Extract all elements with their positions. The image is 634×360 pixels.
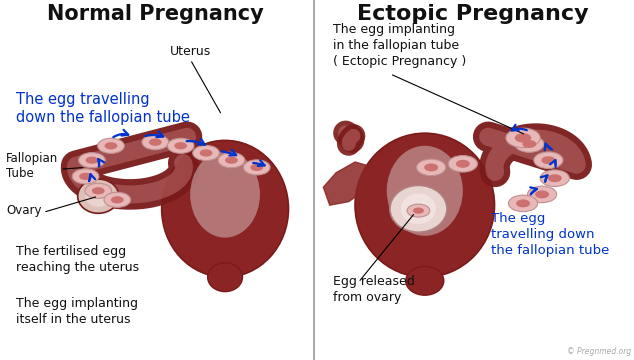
Circle shape bbox=[448, 156, 477, 172]
Circle shape bbox=[515, 136, 544, 152]
Polygon shape bbox=[323, 162, 380, 205]
Circle shape bbox=[250, 164, 263, 171]
Circle shape bbox=[515, 133, 531, 143]
Circle shape bbox=[79, 153, 105, 168]
Circle shape bbox=[516, 199, 530, 207]
Circle shape bbox=[142, 135, 169, 150]
Text: Fallopian
Tube: Fallopian Tube bbox=[6, 152, 58, 180]
Circle shape bbox=[424, 163, 438, 171]
Ellipse shape bbox=[86, 185, 111, 207]
Text: The egg
travelling down
the fallopian tube: The egg travelling down the fallopian tu… bbox=[491, 212, 610, 257]
Ellipse shape bbox=[77, 179, 119, 213]
Circle shape bbox=[508, 195, 538, 212]
Text: © Pregnmed.org: © Pregnmed.org bbox=[567, 347, 631, 356]
Circle shape bbox=[506, 128, 540, 148]
Circle shape bbox=[193, 145, 219, 161]
Circle shape bbox=[535, 190, 549, 198]
Circle shape bbox=[548, 174, 562, 182]
Circle shape bbox=[167, 138, 194, 153]
Circle shape bbox=[149, 139, 162, 146]
Text: The egg implanting
in the fallopian tube
( Ectopic Pregnancy ): The egg implanting in the fallopian tube… bbox=[333, 23, 466, 68]
Text: Ectopic Pregnancy: Ectopic Pregnancy bbox=[356, 4, 588, 24]
Circle shape bbox=[104, 192, 131, 207]
Circle shape bbox=[413, 207, 424, 214]
Text: The egg travelling
down the fallopian tube: The egg travelling down the fallopian tu… bbox=[16, 92, 190, 125]
Text: Uterus: Uterus bbox=[169, 45, 211, 58]
Circle shape bbox=[105, 142, 117, 149]
Circle shape bbox=[522, 140, 536, 148]
Ellipse shape bbox=[401, 194, 436, 224]
Ellipse shape bbox=[355, 133, 495, 277]
Circle shape bbox=[225, 157, 238, 164]
Circle shape bbox=[407, 204, 430, 217]
Ellipse shape bbox=[207, 263, 242, 292]
Circle shape bbox=[86, 157, 98, 164]
Circle shape bbox=[111, 196, 124, 203]
Circle shape bbox=[79, 173, 92, 180]
Ellipse shape bbox=[390, 185, 447, 232]
Text: The egg implanting
itself in the uterus: The egg implanting itself in the uterus bbox=[16, 297, 138, 326]
Circle shape bbox=[218, 153, 245, 168]
Circle shape bbox=[534, 152, 563, 168]
Circle shape bbox=[98, 138, 124, 153]
Circle shape bbox=[417, 159, 446, 176]
Ellipse shape bbox=[190, 151, 260, 238]
Circle shape bbox=[243, 160, 270, 175]
Circle shape bbox=[540, 170, 569, 186]
Circle shape bbox=[85, 183, 112, 198]
Circle shape bbox=[174, 142, 187, 149]
Circle shape bbox=[541, 156, 555, 164]
Ellipse shape bbox=[162, 140, 288, 277]
Text: The fertilised egg
reaching the uterus: The fertilised egg reaching the uterus bbox=[16, 245, 139, 274]
Ellipse shape bbox=[406, 266, 444, 295]
Text: Normal Pregnancy: Normal Pregnancy bbox=[47, 4, 264, 24]
Circle shape bbox=[92, 187, 105, 194]
Circle shape bbox=[456, 160, 470, 168]
Text: Egg released
from ovary: Egg released from ovary bbox=[333, 275, 415, 305]
Text: Ovary: Ovary bbox=[6, 204, 42, 217]
Circle shape bbox=[200, 149, 212, 157]
Ellipse shape bbox=[387, 146, 463, 236]
Circle shape bbox=[527, 186, 557, 203]
Circle shape bbox=[72, 169, 99, 184]
